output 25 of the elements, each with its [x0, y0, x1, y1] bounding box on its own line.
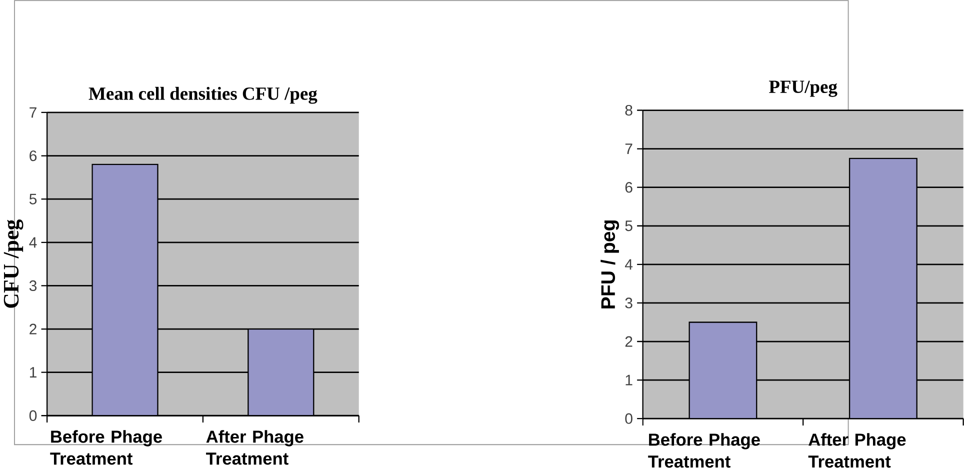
chart-title: PFU/peg — [769, 80, 838, 98]
x-tick-label: After Phage Treatment — [808, 433, 906, 468]
y-tick-label: 4 — [29, 237, 37, 248]
y-axis-title: CFU /peg — [4, 220, 24, 308]
y-tick-label: 7 — [625, 144, 632, 154]
y-tick-label: 3 — [625, 298, 632, 308]
chart-title: Mean cell densities CFU /peg — [88, 87, 318, 104]
x-tick-label: After Phage Treatment — [206, 430, 304, 465]
y-axis-title: PFU / peg — [600, 220, 620, 309]
y-tick-label: 6 — [30, 150, 37, 162]
y-tick-label: 5 — [29, 194, 37, 205]
y-tick-label: 0 — [625, 413, 632, 424]
x-tick-label: Before Phage Treatment — [50, 430, 162, 465]
y-tick-label: 2 — [625, 336, 632, 347]
y-tick-label: 4 — [624, 259, 633, 270]
y-tick-label: 2 — [30, 324, 36, 334]
y-tick-label: 7 — [30, 108, 36, 118]
y-tick-label: 0 — [29, 410, 37, 422]
y-tick-label: 3 — [29, 280, 37, 292]
y-tick-label: 6 — [625, 182, 632, 193]
x-tick-label: Before Phage Treatment — [648, 433, 760, 468]
y-tick-label: 5 — [625, 220, 632, 232]
y-tick-label: 1 — [626, 375, 632, 386]
y-tick-label: 8 — [625, 105, 632, 116]
y-tick-label: 1 — [30, 367, 36, 378]
